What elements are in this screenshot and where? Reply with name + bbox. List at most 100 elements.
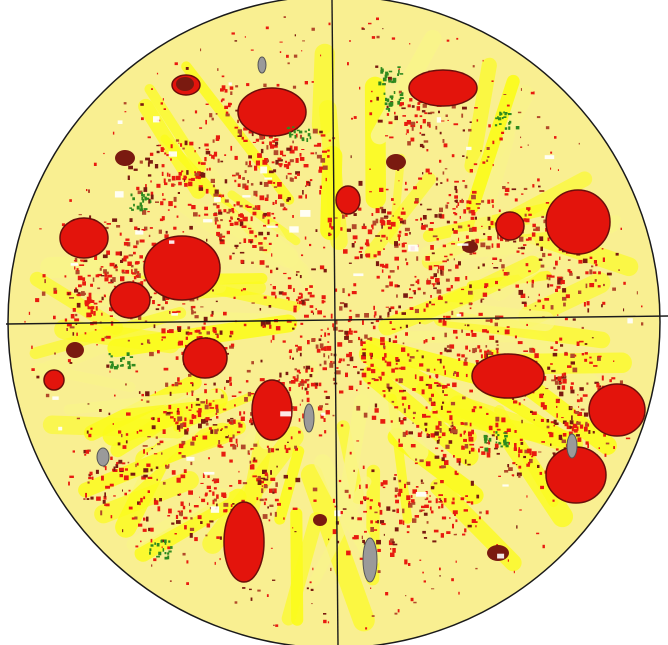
sauce-speck [271, 253, 273, 257]
sauce-speck [348, 262, 352, 264]
sauce-speck [471, 194, 476, 200]
sauce-speck [512, 462, 516, 465]
highlight-speck [70, 263, 78, 266]
sauce-speck [491, 243, 494, 248]
cut-line-vertical [331, 0, 339, 645]
sauce-speck [101, 337, 105, 342]
sauce-speck [287, 172, 292, 175]
sauce-speck [548, 431, 552, 434]
sauce-speck [492, 204, 494, 208]
sauce-speck [540, 485, 544, 490]
sauce-speck [469, 422, 472, 427]
sauce-speck [283, 517, 285, 520]
sauce-speck [425, 256, 430, 261]
sauce-speck [157, 443, 161, 446]
sauce-speck [272, 286, 276, 290]
sauce-speck [338, 479, 342, 483]
herb-speck [131, 363, 136, 367]
sauce-speck [330, 360, 333, 363]
sauce-speck [523, 244, 527, 246]
sauce-speck [394, 284, 399, 288]
sauce-speck [241, 225, 247, 228]
sauce-speck [397, 285, 400, 288]
sauce-speck [379, 187, 384, 192]
sauce-speck [106, 223, 111, 225]
sauce-speck [85, 492, 87, 498]
sauce-speck [392, 340, 398, 343]
sauce-speck [441, 432, 446, 437]
herb-speck [167, 552, 170, 555]
sauce-speck [564, 317, 568, 321]
sauce-speck [598, 271, 601, 275]
sauce-speck [275, 326, 281, 331]
sauce-speck [171, 175, 176, 181]
sauce-speck [86, 189, 88, 192]
sauce-speck [254, 235, 257, 238]
sauce-speck [104, 277, 109, 282]
sauce-speck [480, 242, 486, 248]
sauce-speck [370, 363, 374, 367]
sauce-speck [232, 210, 235, 214]
sauce-speck [64, 275, 67, 278]
sauce-speck [462, 533, 466, 536]
sauce-speck [173, 418, 176, 422]
sauce-speck [264, 498, 268, 501]
sauce-speck [146, 452, 148, 455]
sauce-speck [148, 341, 151, 344]
sauce-speck [550, 443, 552, 446]
sauce-speck [232, 444, 237, 450]
sauce-speck [79, 264, 85, 266]
sauce-speck [395, 378, 398, 382]
sauce-speck [224, 179, 228, 184]
highlight-speck [456, 313, 462, 317]
sauce-speck [575, 434, 580, 437]
sauce-speck [361, 535, 363, 540]
sauce-speck [274, 295, 277, 299]
sauce-speck [461, 445, 465, 450]
sauce-speck [171, 522, 175, 525]
sauce-speck [401, 249, 407, 253]
sauce-speck [282, 292, 287, 296]
sauce-speck [266, 231, 270, 236]
sauce-speck [526, 448, 532, 454]
sauce-speck [398, 305, 401, 309]
sauce-speck [365, 497, 370, 500]
cheese-streak [122, 155, 279, 274]
herb-speck [126, 352, 130, 356]
sauce-speck [422, 413, 427, 418]
sauce-speck [106, 364, 110, 368]
sauce-speck [322, 367, 327, 371]
sauce-speck [191, 391, 194, 396]
sauce-speck [520, 293, 526, 298]
sauce-speck [464, 324, 467, 326]
sauce-speck [218, 209, 222, 213]
sauce-speck [224, 426, 228, 429]
sauce-speck [431, 393, 434, 397]
sauce-speck [163, 411, 167, 414]
sauce-speck [584, 426, 588, 432]
sauce-speck [571, 415, 573, 421]
sauce-speck [260, 359, 263, 363]
sauce-speck [555, 341, 558, 344]
sauce-speck [238, 391, 242, 394]
sauce-speck [235, 85, 239, 88]
sauce-speck [116, 462, 119, 465]
sauce-speck [398, 438, 400, 443]
sauce-speck [453, 258, 455, 261]
sauce-speck [218, 440, 221, 445]
sauce-speck [124, 492, 127, 496]
sauce-speck [306, 379, 309, 382]
sauce-speck [273, 186, 278, 188]
sauce-speck [398, 378, 403, 384]
highlight-speck [260, 166, 268, 174]
sauce-speck [218, 194, 222, 198]
sauce-speck [269, 504, 274, 507]
sauce-speck [156, 144, 159, 147]
sauce-speck [150, 194, 154, 200]
sauce-speck [562, 288, 567, 293]
herb-speck [382, 77, 387, 82]
sauce-speck [229, 376, 232, 382]
sauce-speck [363, 412, 368, 418]
sauce-speck [180, 474, 186, 479]
sauce-speck [339, 511, 343, 515]
